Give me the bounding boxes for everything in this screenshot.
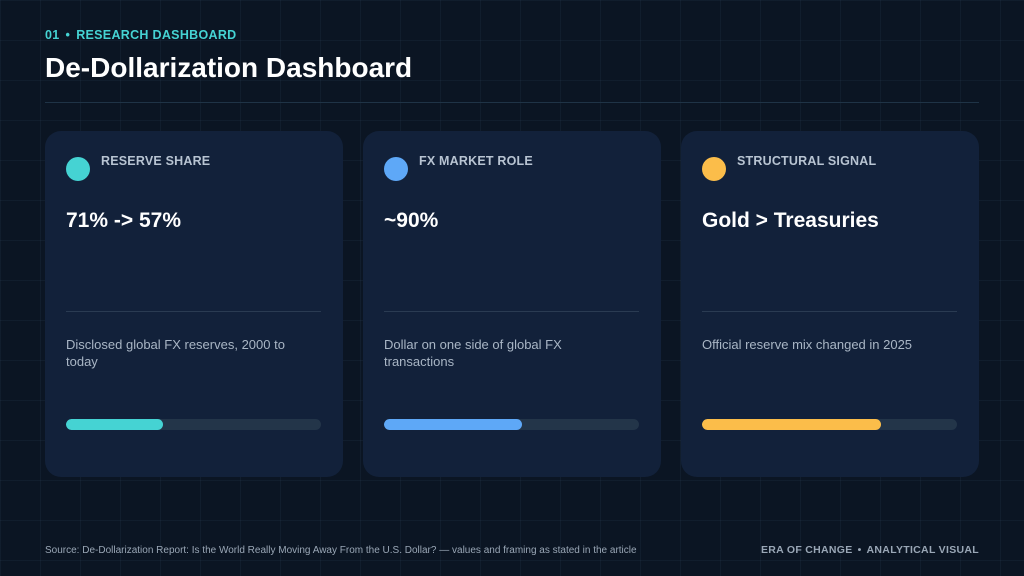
card-description: Disclosed global FX reserves, 2000 to to… [66,337,285,369]
brand-tag: ANALYTICAL VISUAL [866,544,979,556]
metric-card-structural-signal: STRUCTURAL SIGNAL Gold > Treasuries Offi… [681,131,979,477]
card-dot-icon [702,157,726,181]
section-eyebrow: 01 • RESEARCH DASHBOARD [45,28,236,42]
header-divider [45,102,979,103]
separator-dot: • [65,28,71,42]
metric-card-reserve-share: RESERVE SHARE 71% -> 57% Disclosed globa… [45,131,343,477]
card-value: Gold > Treasuries [702,209,879,232]
progress-track [702,419,957,430]
card-description: Dollar on one side of global FX transact… [384,337,562,369]
card-label: RESERVE SHARE [101,154,211,168]
progress-fill [66,419,163,430]
card-divider [702,311,957,312]
page-title: De-Dollarization Dashboard [45,52,413,83]
card-divider [66,311,321,312]
card-value: ~90% [384,209,439,232]
card-divider [384,311,639,312]
metric-card-fx-market-role: FX MARKET ROLE ~90% Dollar on one side o… [363,131,661,477]
progress-fill [384,419,522,430]
progress-fill [702,419,881,430]
card-label: FX MARKET ROLE [419,154,533,168]
section-label: RESEARCH DASHBOARD [76,28,237,42]
card-description: Official reserve mix changed in 2025 [702,337,913,352]
section-number: 01 [45,28,60,42]
separator-dot: • [857,544,862,556]
card-dot-icon [384,157,408,181]
footer-brand: ERA OF CHANGE • ANALYTICAL VISUAL [761,544,979,556]
progress-track [66,419,321,430]
card-label: STRUCTURAL SIGNAL [737,154,877,168]
progress-track [384,419,639,430]
card-value: 71% -> 57% [66,209,181,232]
brand-name: ERA OF CHANGE [760,544,853,556]
card-dot-icon [66,157,90,181]
source-note: Source: De-Dollarization Report: Is the … [45,545,637,556]
